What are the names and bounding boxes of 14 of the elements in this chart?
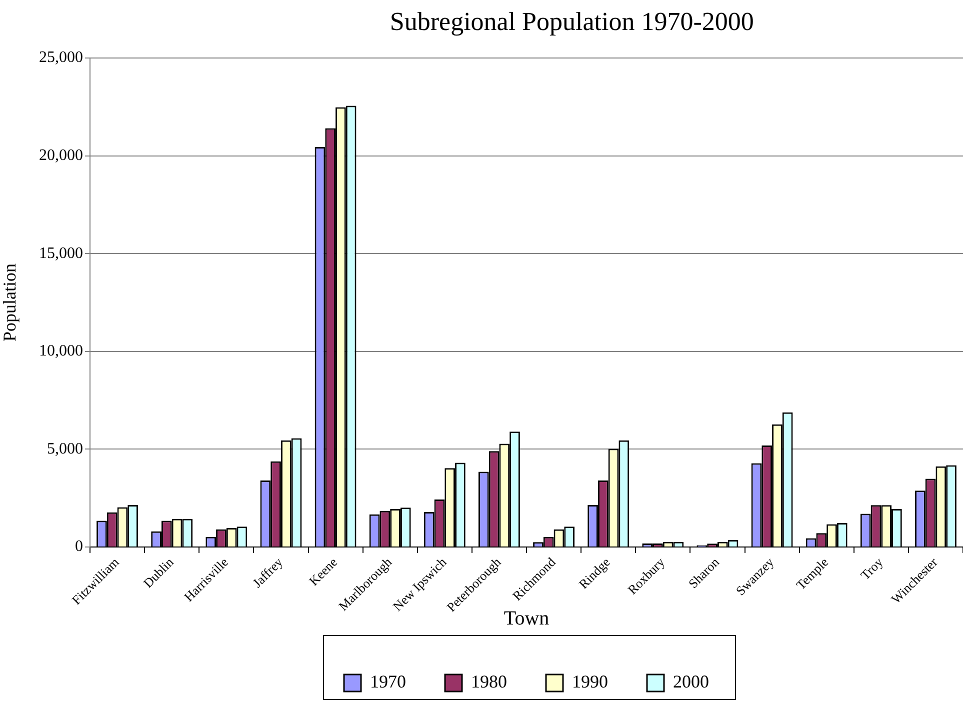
y-tick-label: 25,000 [39, 49, 83, 66]
x-axis-title: Town [504, 607, 550, 630]
y-tick-label: 10,000 [39, 342, 83, 360]
y-tick-label: 5,000 [47, 440, 83, 458]
x-tick-label: Troy [858, 554, 886, 583]
legend-label: 1990 [572, 672, 608, 692]
y-tick-label: 20,000 [39, 147, 83, 164]
y-tick-label: 15,000 [39, 244, 83, 262]
y-tick-label: 0 [75, 538, 83, 556]
legend-label: 1970 [370, 672, 406, 692]
legend-label: 1980 [471, 672, 507, 692]
chart-title: Subregional Population 1970-2000 [390, 6, 754, 36]
y-axis-title: Population [0, 263, 20, 342]
legend-label: 2000 [673, 672, 709, 692]
